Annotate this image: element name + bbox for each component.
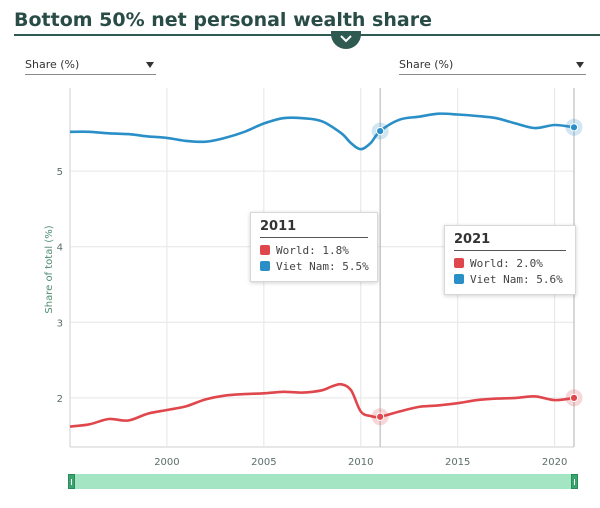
right-measure-dropdown[interactable]: Share (%) [399,56,586,75]
tooltip-world-value: World: 1.8% [276,244,349,257]
collapse-toggle-button[interactable] [331,31,361,49]
tooltip-2011: 2011 World: 1.8% Viet Nam: 5.5% [250,212,378,282]
y-tick-label: 4 [57,243,63,254]
left-dropdown-label: Share (%) [25,58,80,71]
data-point-vietnam [569,123,579,132]
y-tick-label: 5 [57,167,63,178]
series-line-world [69,382,575,428]
tooltip-vietnam-value: Viet Nam: 5.5% [276,260,369,273]
left-measure-dropdown[interactable]: Share (%) [25,56,156,75]
series-line-vietnam [69,112,575,151]
right-dropdown-label: Share (%) [399,58,454,71]
y-tick-label: 2 [57,394,63,405]
world-swatch [454,258,464,268]
x-tick-label: 2005 [251,457,276,468]
range-handle-right[interactable] [571,474,578,489]
data-point-world [376,412,385,421]
y-tick-label: 3 [57,318,63,329]
tooltip-year: 2021 [454,232,566,251]
tooltip-2021: 2021 World: 2.0% Viet Nam: 5.6% [444,225,576,295]
vietnam-swatch [260,261,270,271]
world-swatch [260,245,270,255]
vietnam-swatch [454,274,464,284]
caret-down-icon [146,62,154,68]
x-tick-label: 2000 [154,457,179,468]
page-title: Bottom 50% net personal wealth share [14,9,432,31]
range-handle-left[interactable] [68,474,75,489]
range-navigator[interactable] [68,474,578,489]
tooltip-year: 2011 [260,219,368,238]
x-tick-label: 2015 [445,457,470,468]
tooltip-vietnam-value: Viet Nam: 5.6% [470,273,563,286]
caret-down-icon [576,62,584,68]
data-point-vietnam [376,126,385,136]
chevron-down-icon [340,35,352,43]
tooltip-world-value: World: 2.0% [470,257,543,270]
data-point-world [569,393,579,402]
x-tick-label: 2010 [348,457,373,468]
title-divider [14,34,600,36]
x-tick-label: 2020 [542,457,567,468]
y-axis-title: Share of total (%) [44,225,55,313]
